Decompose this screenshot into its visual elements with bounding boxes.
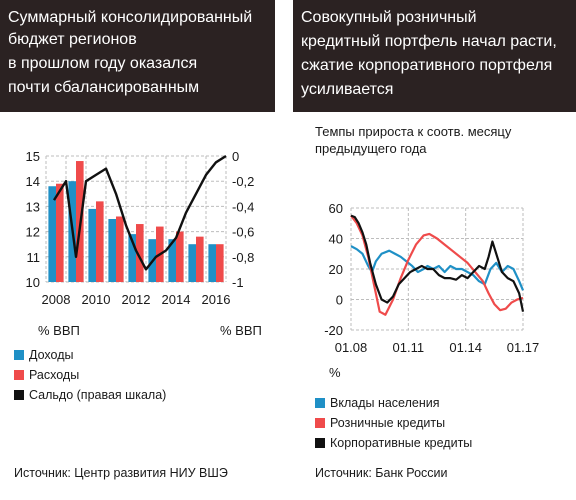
credit-chart: -20 0 20 40 60 01.08 01.11 01.14 01.17 — [324, 201, 540, 355]
bar-expenses — [176, 231, 184, 282]
x-tick-label: 01.08 — [335, 340, 368, 355]
bar-revenue — [108, 219, 116, 282]
right-tick-label: -1 — [232, 275, 244, 290]
y-tick-label: 20 — [329, 262, 343, 277]
right-header-line: Совокупный розничный — [301, 9, 477, 26]
legend-label: Доходы — [29, 348, 74, 362]
left-tick-label: 13 — [26, 199, 40, 214]
y-tick-label: -20 — [324, 323, 343, 338]
line-corporate-loans — [350, 214, 525, 312]
right-panel: Совокупный розничный кредитный портфель … — [293, 0, 576, 500]
left-tick-label: 14 — [26, 174, 40, 189]
budget-chart: 10 11 12 13 14 15 -1 -0,8 -0,6 -0,4 -0,2 0 2008 2010 2… — [26, 149, 255, 307]
bar-expenses — [216, 244, 224, 282]
bar-revenue — [188, 244, 196, 282]
bar-expenses — [196, 236, 204, 282]
y-tick-label: 40 — [329, 232, 343, 247]
right-tick-label: -0,2 — [232, 174, 254, 189]
right-subtitle-line: предыдущего года — [315, 141, 427, 156]
x-tick-label: 2016 — [202, 292, 231, 307]
y-tick-label: 60 — [329, 201, 343, 216]
bar-revenue — [208, 244, 216, 282]
line-retail-loans — [350, 214, 524, 316]
line-deposits — [350, 245, 525, 291]
left-source: Источник: Центр развития НИУ ВШЭ — [14, 466, 228, 480]
right-header: Совокупный розничный кредитный портфель … — [293, 0, 576, 112]
y-tick-label: 0 — [336, 293, 343, 308]
legend-swatch — [315, 418, 325, 428]
left-tick-label: 11 — [27, 250, 41, 265]
right-header-line: сжатие корпоративного портфеля — [301, 57, 553, 74]
panel-divider — [287, 0, 291, 500]
legend-label: Сальдо (правая шкала) — [29, 388, 167, 402]
left-panel: Суммарный консолидированный бюджет регио… — [0, 0, 285, 500]
bar-expenses — [116, 216, 124, 282]
left-header-line: в прошлом году оказался — [8, 55, 198, 72]
right-tick-label: -0,8 — [232, 250, 254, 265]
left-header-line: бюджет регионов — [8, 31, 137, 48]
legend-swatch — [14, 390, 24, 400]
left-header-line: Суммарный консолидированный — [8, 9, 253, 26]
legend-swatch — [315, 438, 325, 448]
right-header-line: усиливается — [301, 81, 394, 98]
line-balance — [52, 154, 227, 271]
x-tick-label: 01.14 — [449, 340, 482, 355]
right-source: Источник: Банк России — [315, 466, 448, 480]
legend-label: Вклады населения — [330, 396, 440, 410]
legend-label: Розничные кредиты — [330, 416, 446, 430]
left-header-line: почти сбалансированным — [8, 79, 200, 96]
right-tick-label: 0 — [232, 149, 239, 164]
left-tick-label: 10 — [26, 275, 40, 290]
bar-revenue — [128, 234, 136, 282]
right-tick-label: -0,4 — [232, 199, 254, 214]
left-header: Суммарный консолидированный бюджет регио… — [0, 0, 275, 112]
right-axis-unit: % ВВП — [220, 323, 262, 338]
legend-label: Корпоративные кредиты — [330, 436, 473, 450]
bar-revenue — [88, 208, 96, 282]
x-tick-label: 2008 — [42, 292, 71, 307]
right-header-line: кредитный портфель начал расти, — [301, 33, 557, 50]
bar-revenue — [48, 186, 56, 282]
legend-label: Расходы — [29, 368, 80, 382]
left-axis-unit: % ВВП — [38, 323, 80, 338]
right-y-unit: % — [329, 365, 341, 380]
x-tick-label: 01.17 — [507, 340, 540, 355]
left-tick-label: 12 — [26, 225, 40, 240]
x-tick-label: 2010 — [82, 292, 111, 307]
legend-swatch — [315, 398, 325, 408]
x-tick-label: 01.11 — [393, 340, 425, 355]
x-tick-label: 2012 — [122, 292, 151, 307]
bar-revenue — [168, 239, 176, 282]
left-tick-label: 15 — [26, 149, 40, 164]
legend-swatch — [14, 350, 24, 360]
legend-swatch — [14, 370, 24, 380]
x-tick-label: 2014 — [162, 292, 191, 307]
right-tick-label: -0,6 — [232, 225, 254, 240]
bar-expenses — [56, 183, 64, 282]
bar-expenses — [136, 224, 144, 282]
bar-expenses — [96, 201, 104, 282]
right-subtitle-line: Темпы прироста к соотв. месяцу — [315, 124, 512, 139]
